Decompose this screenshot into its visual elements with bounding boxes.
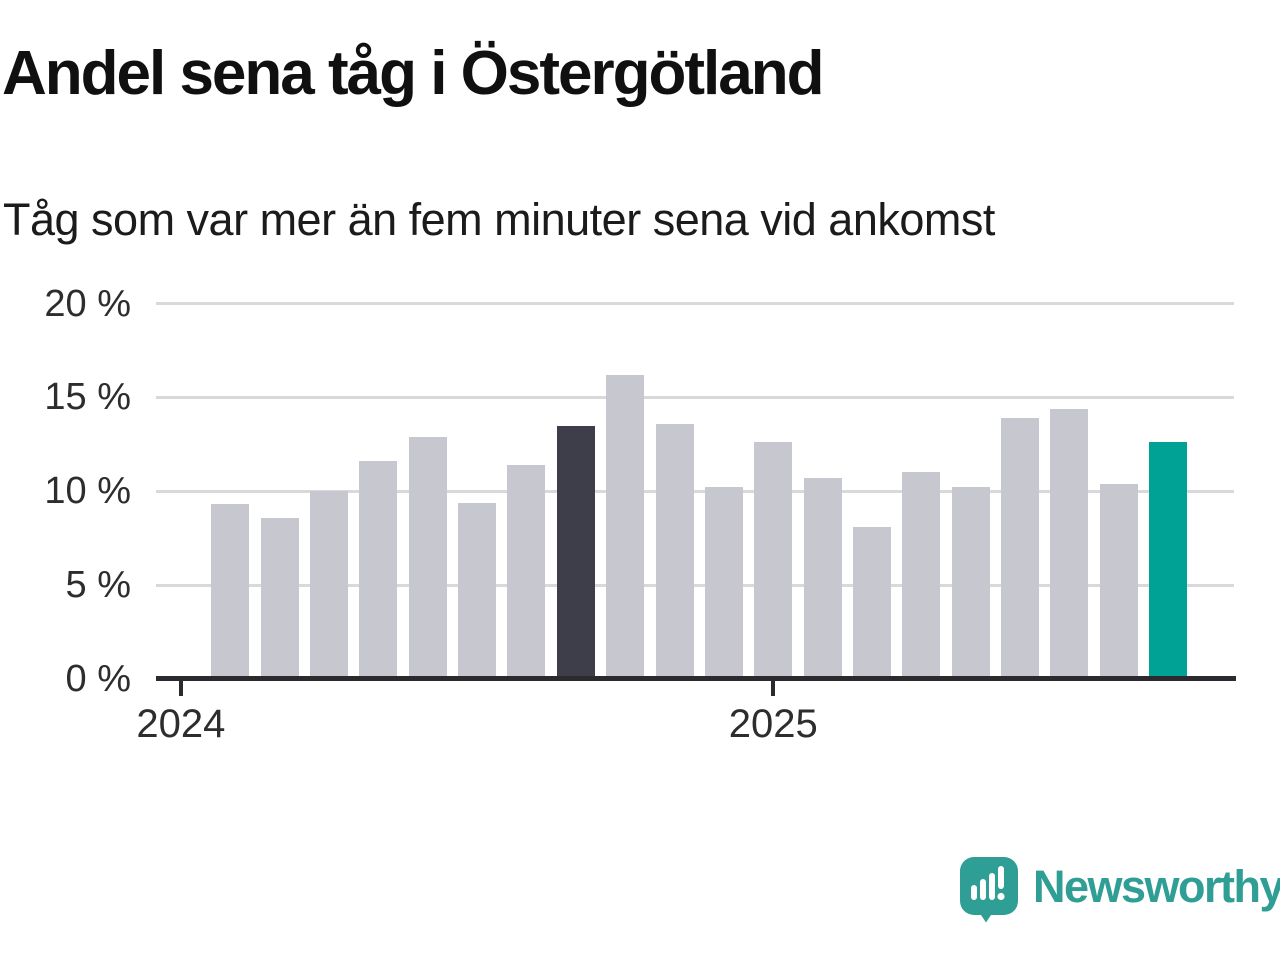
gridline-10pct (156, 489, 1234, 493)
bar-2024-11 (655, 423, 694, 680)
gridline-20pct (156, 302, 1234, 305)
bar-2024-06 (408, 436, 447, 680)
chart-subtitle: Tåg som var mer än fem minuter sena vid … (3, 194, 995, 245)
x-axis-label-2025: 2025 (728, 702, 818, 746)
y-axis-label-15pct: 15 % (44, 376, 131, 419)
gridline-15pct (156, 395, 1234, 399)
bar-2025-04 (902, 472, 941, 680)
bar-2025-06 (1001, 418, 1040, 680)
bar-2024-02 (211, 504, 250, 680)
bar-2025-01 (754, 442, 793, 680)
bar-2025-09 (1149, 442, 1188, 680)
bar-2024-12 (704, 487, 743, 680)
bar-2024-10 (606, 374, 645, 680)
bar-2024-05 (359, 461, 398, 680)
bar-2025-02 (803, 478, 842, 680)
gridline-5pct (156, 583, 1234, 587)
x-axis-label-2024: 2024 (136, 702, 226, 746)
y-axis-label-5pct: 5 % (65, 564, 131, 607)
bar-2024-07 (458, 502, 497, 680)
bar-2024-04 (309, 491, 348, 680)
bar-chart-speech-bubble-icon (960, 857, 1018, 923)
brand-name: Newsworthy (1033, 861, 1280, 912)
bar-2024-08 (507, 464, 546, 680)
bar-2024-03 (260, 517, 299, 680)
bar-2025-03 (853, 526, 891, 680)
y-axis-label-0pct: 0 % (65, 658, 131, 700)
x-axis-tick-2025 (771, 681, 776, 696)
y-axis-label-20pct: 20 % (44, 282, 131, 325)
chart-title: Andel sena tåg i Östergötland (2, 39, 824, 108)
bar-2024-09 (556, 425, 595, 680)
x-axis-tick-2024 (178, 681, 183, 696)
newsworthy-logo: Newsworthy (960, 857, 1280, 923)
y-axis-label-10pct: 10 % (44, 470, 131, 513)
bar-2025-07 (1050, 408, 1089, 680)
bar-2025-05 (951, 487, 990, 680)
x-axis-line (156, 676, 1236, 681)
bar-2025-08 (1099, 483, 1138, 680)
